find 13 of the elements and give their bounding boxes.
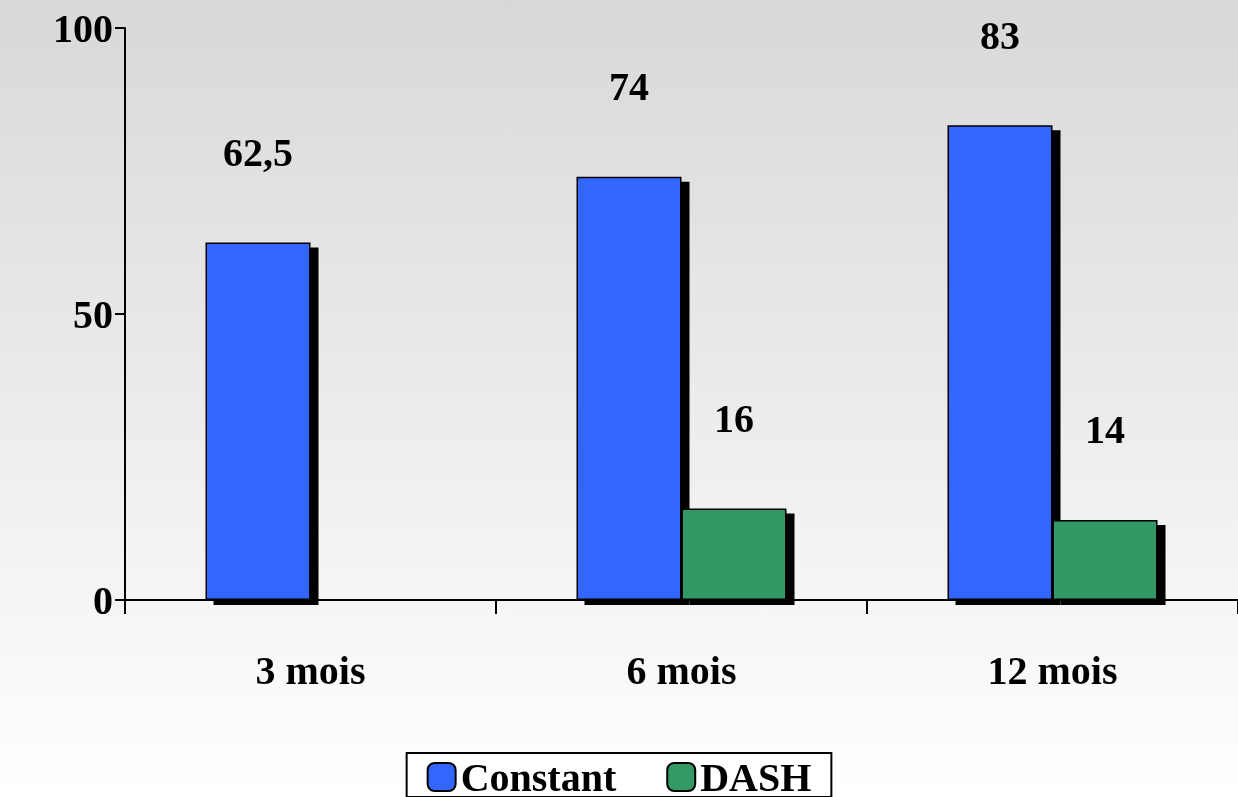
- y-tick-label: 100: [53, 5, 113, 51]
- data-label: 62,5: [223, 130, 293, 175]
- y-tick-label: 0: [93, 577, 113, 623]
- data-label: 83: [980, 12, 1020, 58]
- x-tick-label: 3 mois: [255, 647, 366, 693]
- x-tick-label: 12 mois: [987, 647, 1118, 693]
- data-label: 14: [1085, 407, 1125, 453]
- y-tick-label: 50: [73, 291, 113, 337]
- legend-label: Constant: [460, 754, 617, 797]
- x-tick-label: 6 mois: [626, 647, 737, 693]
- data-label: 16: [714, 395, 754, 441]
- data-label: 74: [609, 64, 649, 110]
- legend-label: DASH: [700, 754, 812, 797]
